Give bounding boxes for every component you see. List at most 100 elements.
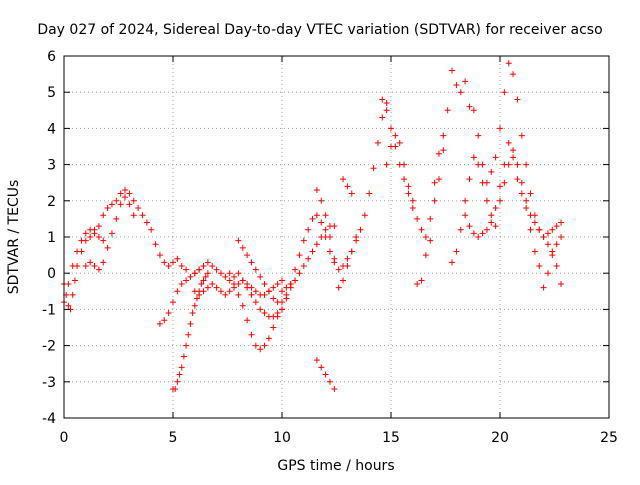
series-t1: [61, 186, 190, 306]
data-point: [161, 317, 168, 324]
data-point: [492, 223, 499, 230]
data-point: [191, 270, 198, 277]
data-point: [361, 212, 368, 219]
data-point: [462, 197, 469, 204]
data-point: [305, 255, 312, 262]
data-point: [187, 320, 194, 327]
data-point: [248, 259, 255, 266]
data-point: [479, 179, 486, 186]
data-point: [196, 266, 203, 273]
data-point: [174, 288, 181, 295]
series-t10: [279, 100, 390, 313]
data-point: [189, 310, 196, 317]
y-tick-label: 6: [47, 49, 56, 65]
data-point: [344, 183, 351, 190]
series-t6: [191, 259, 285, 320]
data-point: [244, 281, 251, 288]
data-point: [414, 215, 421, 222]
series-t11: [279, 223, 338, 295]
data-point: [553, 223, 560, 230]
x-tick-label: 10: [273, 430, 291, 446]
data-point: [176, 371, 183, 378]
data-point: [100, 237, 107, 244]
data-point: [514, 161, 521, 168]
data-point: [466, 176, 473, 183]
data-point: [261, 291, 268, 298]
data-point: [531, 219, 538, 226]
data-point: [422, 234, 429, 240]
data-point: [497, 197, 503, 204]
data-point: [265, 335, 272, 342]
data-point: [409, 197, 416, 204]
data-point: [248, 284, 255, 291]
data-point: [501, 89, 508, 96]
data-point: [449, 259, 456, 266]
data-point: [300, 237, 307, 244]
data-point: [313, 212, 320, 219]
data-point: [488, 219, 495, 226]
y-tick-label: -1: [42, 302, 56, 318]
data-point: [95, 234, 102, 240]
data-point: [453, 248, 460, 255]
data-point: [213, 284, 220, 291]
data-point: [239, 302, 246, 309]
data-point: [100, 212, 107, 219]
data-point: [518, 132, 525, 139]
data-point: [261, 281, 268, 288]
data-point: [172, 386, 179, 393]
data-point: [187, 273, 194, 280]
x-tick-label: 5: [169, 430, 178, 446]
data-point: [405, 183, 412, 190]
data-point: [514, 96, 521, 103]
data-point: [388, 125, 394, 132]
y-tick-label: -4: [42, 411, 56, 427]
data-point: [174, 378, 181, 385]
data-point: [501, 179, 508, 186]
data-point: [274, 313, 281, 320]
y-tick-label: 4: [47, 121, 56, 137]
data-point: [170, 299, 176, 306]
data-point: [82, 230, 89, 237]
data-point: [313, 241, 320, 248]
data-point: [462, 78, 469, 85]
data-point: [527, 190, 534, 197]
data-point: [331, 223, 338, 230]
data-points: [61, 60, 565, 393]
data-point: [170, 259, 176, 266]
data-point: [366, 190, 373, 197]
data-point: [440, 132, 447, 139]
data-point: [483, 226, 490, 233]
data-point: [335, 266, 342, 273]
data-point: [130, 197, 137, 204]
data-point: [466, 223, 473, 230]
data-point: [296, 252, 303, 259]
data-point: [156, 320, 163, 327]
data-point: [156, 252, 163, 259]
data-point: [527, 212, 534, 219]
data-point: [523, 161, 530, 168]
data-point: [318, 219, 325, 226]
data-point: [135, 205, 142, 212]
data-point: [183, 266, 190, 273]
data-point: [209, 262, 216, 269]
data-point: [95, 266, 102, 273]
y-tick-label: 3: [47, 158, 56, 174]
y-tick-label: -2: [42, 339, 56, 355]
data-point: [326, 234, 333, 240]
data-point: [431, 179, 438, 186]
data-point: [401, 176, 408, 183]
data-point: [108, 201, 115, 208]
data-point: [91, 262, 98, 269]
data-point: [558, 281, 565, 288]
data-point: [383, 107, 390, 114]
data-point: [261, 342, 268, 349]
data-point: [122, 194, 129, 201]
data-point: [379, 114, 386, 121]
data-point: [283, 284, 290, 291]
data-point: [505, 139, 512, 146]
data-point: [392, 132, 399, 139]
data-point: [497, 183, 503, 190]
data-point: [274, 281, 281, 288]
data-point: [69, 291, 76, 298]
data-point: [318, 197, 325, 204]
